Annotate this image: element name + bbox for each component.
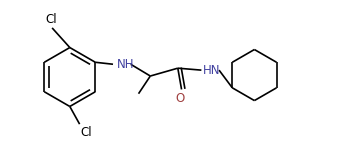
Text: HN: HN xyxy=(203,64,221,77)
Text: NH: NH xyxy=(117,58,134,71)
Text: Cl: Cl xyxy=(45,13,57,26)
Text: Cl: Cl xyxy=(81,126,92,139)
Text: O: O xyxy=(175,92,184,105)
